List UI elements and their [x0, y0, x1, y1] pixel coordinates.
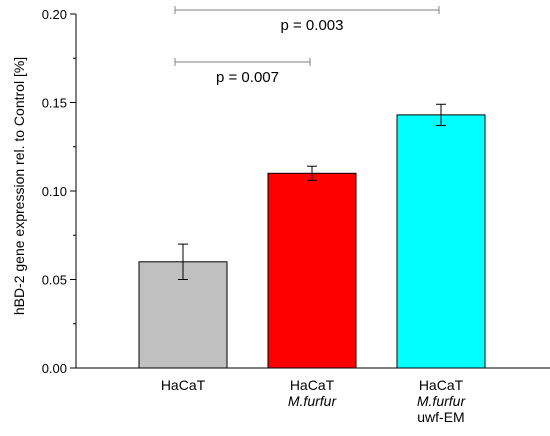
x-tick-label: M.furfur: [417, 393, 467, 409]
x-tick-label: M.furfur: [288, 393, 338, 409]
y-tick-label: 0.00: [42, 361, 67, 376]
error-bars: [178, 103, 446, 280]
significance-bracket: p = 0.003: [174, 6, 440, 34]
y-tick-label: 0.10: [42, 184, 67, 199]
y-tick-label: 0.15: [42, 96, 67, 111]
p-value-label: p = 0.003: [281, 17, 344, 34]
y-axis-label: hBD-2 gene expression rel. to Control [%…: [11, 57, 27, 315]
significance-brackets: p = 0.007 p = 0.003: [174, 6, 440, 86]
x-tick-label: HaCaT: [419, 377, 464, 393]
p-value-label: p = 0.007: [216, 69, 279, 86]
bar: [396, 114, 486, 369]
y-tick-label: 0.20: [42, 7, 67, 22]
significance-bracket: p = 0.007: [174, 58, 311, 86]
bars: [138, 114, 486, 369]
y-tick-label: 0.05: [42, 273, 67, 288]
x-tick-label: HaCaT: [290, 377, 335, 393]
x-tick-label: HaCaT: [161, 377, 206, 393]
bar: [267, 172, 357, 369]
x-tick-label: uwf-EM: [417, 409, 464, 425]
